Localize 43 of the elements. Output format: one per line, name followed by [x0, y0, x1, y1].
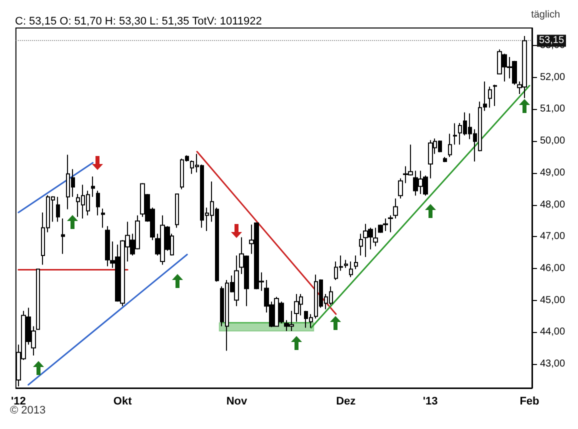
candlestick: [398, 178, 403, 199]
candlestick: [96, 190, 100, 216]
candlestick: [101, 208, 105, 228]
candlestick: [91, 176, 95, 198]
y-tick-label: 51,00: [540, 104, 566, 115]
y-tick-label: 52,00: [540, 72, 566, 83]
candlestick: [36, 268, 40, 330]
candlestick: [234, 254, 239, 307]
candlestick: [354, 254, 358, 270]
text: täglich: [531, 10, 560, 20]
candlestick: [61, 218, 65, 254]
x-tick-label: Feb: [520, 396, 540, 408]
x-tick-label: Dez: [336, 396, 356, 408]
candlestick: [344, 259, 348, 268]
candlestick: [373, 227, 378, 247]
candlestick: [175, 193, 179, 228]
candlestick: [428, 140, 433, 179]
x-tick-label: '13: [422, 396, 438, 408]
candlestick: [448, 133, 452, 158]
y-tick-label: 48,00: [540, 199, 566, 210]
y-tick-label: 50,00: [540, 136, 566, 147]
candlestick: [488, 86, 492, 108]
candlestick: [359, 233, 363, 256]
y-tick-label: 46,00: [540, 263, 566, 274]
candlestick: [453, 122, 457, 146]
candlestick: [443, 156, 447, 163]
ref-line-label: 53,15: [538, 35, 564, 46]
candlestick: [56, 196, 60, 222]
candlestick: [493, 84, 497, 107]
candlestick: [393, 198, 398, 220]
text: © 2013: [10, 404, 46, 416]
y-tick-label: 43,00: [540, 358, 566, 370]
y-tick-label: 47,00: [540, 231, 566, 242]
x-tick-label: Okt: [113, 396, 132, 408]
x-tick-label: '12: [10, 396, 26, 408]
x-tick-label: Nov: [226, 396, 248, 408]
y-tick-label: 44,00: [540, 326, 566, 338]
y-tick-label: 45,00: [540, 294, 566, 306]
y-tick-label: 49,00: [540, 167, 566, 178]
candlestick: [349, 261, 353, 278]
candlestick: [294, 294, 299, 322]
chart-title: C: 53,15 O: 51,70 H: 53,30 L: 51,35 TotV: 1011922: [15, 16, 262, 28]
candlestick: [388, 214, 393, 233]
